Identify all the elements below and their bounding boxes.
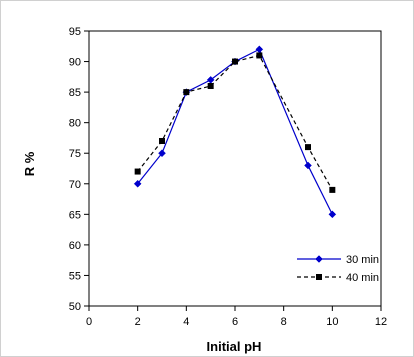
legend-label: 40 min [346,272,379,284]
data-point [133,179,142,188]
legend-label: 30 min [346,254,379,266]
x-tick-label: 2 [135,316,141,328]
series-layer [133,45,337,219]
x-axis-title: Initial pH [207,339,262,354]
series-1 [134,52,336,193]
y-axis: 50 55 60 65 70 75 80 85 90 95 [69,26,89,313]
y-tick-label: 55 [69,270,81,282]
data-point [304,161,312,170]
data-point [183,89,190,96]
x-axis: 0 2 4 6 8 10 12 [86,306,387,328]
x-tick-label: 6 [232,316,238,328]
data-point [232,58,238,65]
data-point [134,168,141,175]
legend-marker [315,255,323,263]
y-tick-label: 50 [69,301,81,313]
x-tick-label: 4 [183,316,189,328]
data-point [256,52,263,59]
series-line [137,54,333,191]
y-tick-label: 90 [69,57,81,69]
x-tick-label: 12 [375,316,387,328]
data-point [305,144,311,151]
y-axis-title: R % [22,151,37,176]
y-tick-label: 70 [69,179,81,191]
y-tick-label: 75 [69,148,81,160]
data-point [158,149,166,158]
data-point [329,186,336,193]
x-tick-label: 10 [326,316,338,328]
legend: 30 min 40 min [297,254,379,284]
data-point [207,83,214,89]
data-point [328,210,337,219]
data-point [159,138,165,144]
y-tick-label: 65 [69,209,81,221]
x-tick-label: 8 [281,316,287,328]
y-tick-label: 60 [69,240,81,252]
x-tick-label: 0 [86,316,92,328]
y-tick-label: 95 [69,26,81,38]
y-tick-label: 85 [69,87,81,99]
y-tick-label: 80 [69,118,81,130]
legend-marker [316,274,322,280]
series-line [137,48,333,215]
